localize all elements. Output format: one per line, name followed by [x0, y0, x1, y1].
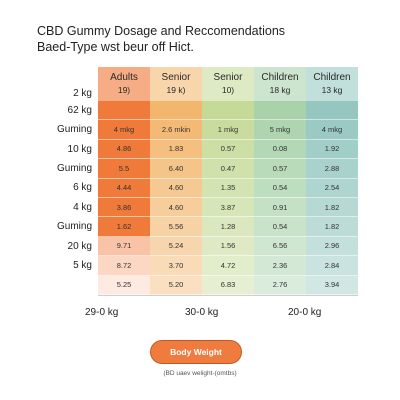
- row-label: 6 kg: [73, 182, 92, 193]
- heatmap-cell: 3.87: [202, 197, 254, 218]
- heatmap-cell-empty: [202, 101, 254, 121]
- heatmap-cell: 3.70: [150, 256, 202, 276]
- row-label: Guming: [56, 124, 92, 135]
- heatmap-cell: 0.54: [254, 178, 306, 198]
- x-tick-label: 20-0 kg: [288, 307, 322, 318]
- chart-subtitle: Baed-Type wst beur off Hict.: [37, 40, 194, 54]
- heatmap-cell: 4.60: [150, 197, 202, 218]
- column-header: Senior 19 k): [150, 67, 202, 101]
- heatmap-cell: 1.28: [202, 217, 254, 237]
- heatmap-cell: 2.96: [306, 236, 358, 257]
- chart-title: CBD Gummy Dosage and Reccomendations: [37, 24, 286, 38]
- column-header-sub: 10): [221, 85, 235, 95]
- column-header: Senior 10): [202, 67, 254, 101]
- heatmap-cell: 1.56: [202, 236, 254, 257]
- heatmap-cell: 2.76: [254, 275, 306, 295]
- heatmap-cell: 4.60: [150, 178, 202, 198]
- heatmap-cell: 5.20: [150, 275, 202, 295]
- heatmap-cell: 1.82: [306, 197, 358, 218]
- heatmap-cell: 0.54: [254, 217, 306, 237]
- heatmap-cell: 2.6 mkin: [150, 120, 202, 140]
- heatmap-cell: 1.83: [150, 139, 202, 160]
- heatmap-cell-empty: [254, 101, 306, 121]
- heatmap-cell: 5.24: [150, 236, 202, 257]
- heatmap-cell: 2.84: [306, 256, 358, 276]
- heatmap-cell: 1.35: [202, 178, 254, 198]
- column-header-name: Senior: [213, 72, 243, 83]
- heatmap-cell-empty: [150, 101, 202, 121]
- row-label: Guming: [56, 221, 92, 232]
- x-tick-label: 30-0 kg: [185, 307, 219, 318]
- heatmap-cell: 2.54: [306, 178, 358, 198]
- row-label: 4 kg: [73, 202, 92, 213]
- heatmap-cell: 0.08: [254, 139, 306, 160]
- heatmap-cell: 4 mkg: [306, 120, 358, 140]
- heatmap-cell: 5.25: [98, 275, 150, 295]
- column-header-sub: 19): [117, 85, 131, 95]
- heatmap-cell-empty: [98, 101, 150, 121]
- row-label: Guming: [56, 163, 92, 174]
- heatmap-cell-empty: [306, 101, 358, 121]
- heatmap-cell: 0.47: [202, 159, 254, 179]
- row-label: 5 kg: [73, 260, 92, 271]
- heatmap-cell: 3.94: [306, 275, 358, 295]
- column-header-sub: 13 kg: [321, 85, 343, 95]
- heatmap-cell: 0.57: [202, 139, 254, 160]
- row-label: 2 kg: [73, 88, 92, 99]
- heatmap-cell: 1.62: [98, 217, 150, 237]
- heatmap-cell: 2.88: [306, 159, 358, 179]
- row-label: 62 kg: [67, 105, 92, 116]
- heatmap-cell: 6.40: [150, 159, 202, 179]
- column-header-sub: 18 kg: [269, 85, 291, 95]
- heatmap-cell: 0.91: [254, 197, 306, 218]
- x-axis-line: [98, 295, 358, 296]
- dosage-heatmap: Adults 19) Senior 19 k) Senior 10) Children 18 …: [98, 67, 358, 295]
- heatmap-cell: 0.57: [254, 159, 306, 179]
- heatmap-cell: 2.36: [254, 256, 306, 276]
- column-header-name: Children: [313, 72, 351, 83]
- heatmap-cell: 5.5: [98, 159, 150, 179]
- heatmap-cell: 3.86: [98, 197, 150, 218]
- heatmap-cell: 1.82: [306, 217, 358, 237]
- column-header-name: Senior: [161, 72, 191, 83]
- row-label: 20 kg: [67, 241, 92, 252]
- column-header: Children 13 kg: [306, 67, 358, 101]
- heatmap-cell: 4.86: [98, 139, 150, 160]
- heatmap-cell: 6.56: [254, 236, 306, 257]
- heatmap-cell: 8.72: [98, 256, 150, 276]
- body-weight-button[interactable]: Body Weight: [150, 340, 242, 364]
- footnote: (BD uaev welight-(omtbs): [163, 370, 237, 377]
- heatmap-cell: 6.83: [202, 275, 254, 295]
- heatmap-cell: 4 mkg: [98, 120, 150, 140]
- column-header-name: Adults: [110, 72, 138, 83]
- heatmap-cell: 1.92: [306, 139, 358, 160]
- x-tick-label: 29-0 kg: [85, 307, 119, 318]
- column-header-sub: 19 k): [166, 85, 186, 95]
- heatmap-cell: 4.44: [98, 178, 150, 198]
- row-label: 10 kg: [67, 144, 92, 155]
- column-header: Children 18 kg: [254, 67, 306, 101]
- column-header-name: Children: [261, 72, 299, 83]
- column-header: Adults 19): [98, 67, 150, 101]
- heatmap-cell: 4.72: [202, 256, 254, 276]
- heatmap-cell: 9.71: [98, 236, 150, 257]
- heatmap-cell: 5.56: [150, 217, 202, 237]
- heatmap-cell: 1 mkg: [202, 120, 254, 140]
- heatmap-cell: 5 mkg: [254, 120, 306, 140]
